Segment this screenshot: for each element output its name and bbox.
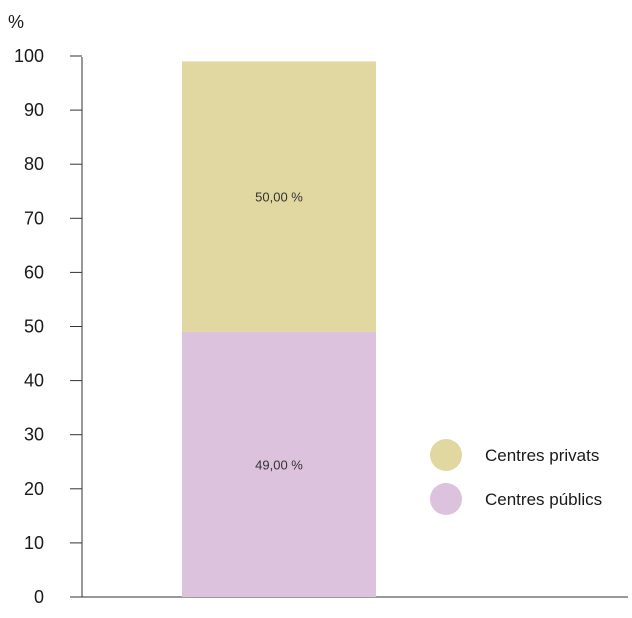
y-tick-label: 20 xyxy=(24,479,44,499)
data-label-centres-privats: 50,00 % xyxy=(255,190,303,205)
y-tick-label: 100 xyxy=(14,46,44,66)
y-tick-label: 60 xyxy=(24,262,44,282)
y-tick-label: 70 xyxy=(24,208,44,228)
y-tick-label: 30 xyxy=(24,425,44,445)
legend-label-centres-privats: Centres privats xyxy=(485,446,599,465)
y-tick-label: 80 xyxy=(24,154,44,174)
y-tick-label: 90 xyxy=(24,100,44,120)
bars xyxy=(182,61,376,597)
legend: Centres privats Centres públics xyxy=(430,439,602,515)
y-tick-label: 40 xyxy=(24,371,44,391)
legend-swatch-centres-privats xyxy=(430,439,462,471)
y-tick-label: 0 xyxy=(34,587,44,607)
data-label-centres-p-blics: 49,00 % xyxy=(255,457,303,472)
legend-swatch-centres-p-blics xyxy=(430,483,462,515)
data-labels: 49,00 % 50,00 % xyxy=(255,190,303,473)
bar-segment-centres-p-blics xyxy=(182,331,376,597)
legend-label-centres-p-blics: Centres públics xyxy=(485,490,602,509)
y-tick-label: 10 xyxy=(24,533,44,553)
y-tick-label: 50 xyxy=(24,317,44,337)
y-axis-unit-label: % xyxy=(8,12,24,32)
bar-segment-centres-privats xyxy=(182,61,376,332)
